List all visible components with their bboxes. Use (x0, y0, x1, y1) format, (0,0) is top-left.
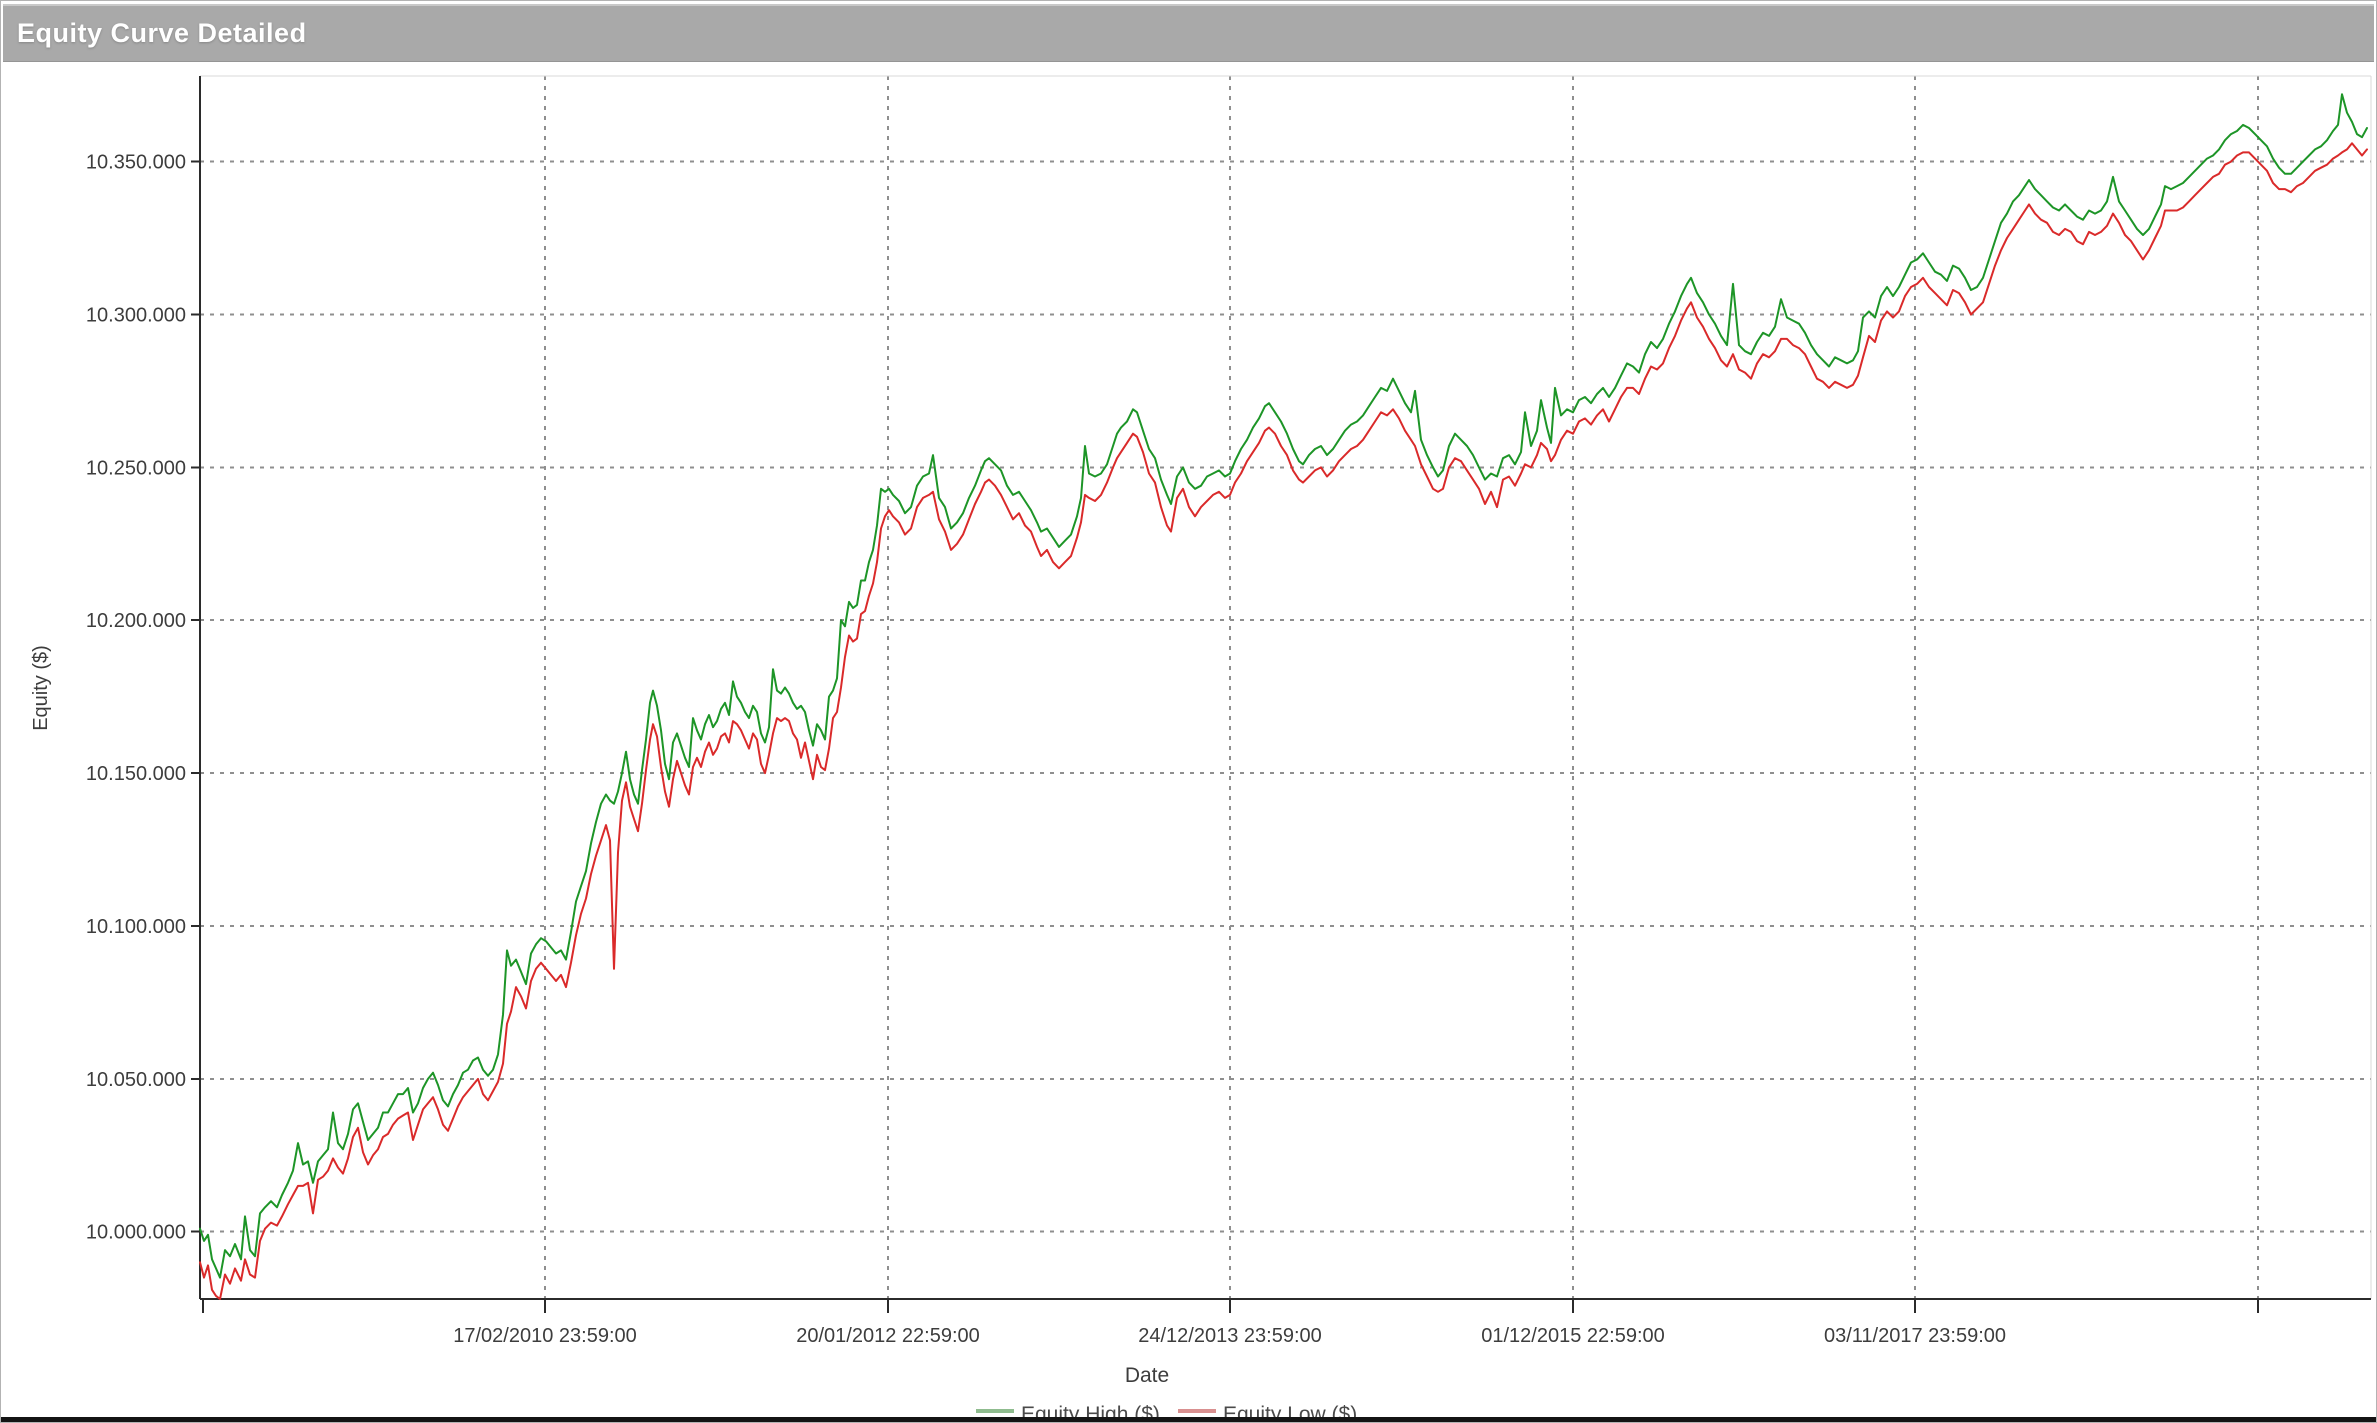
y-axis-tick-label: 10.050.000 (86, 1069, 186, 1091)
y-axis-tick-label: 10.100.000 (86, 916, 186, 938)
x-axis-tick-label: 17/02/2010 23:59:00 (453, 1325, 637, 1347)
y-axis-tick-label: 10.250.000 (86, 457, 186, 479)
y-axis-tick-label: 10.200.000 (86, 610, 186, 632)
plot-area (200, 76, 2371, 1299)
y-axis-tick-label: 10.000.000 (86, 1222, 186, 1244)
y-axis-tick-label: 10.150.000 (86, 763, 186, 785)
y-axis-tick-label: 10.350.000 (86, 152, 186, 174)
x-axis-tick-label: 24/12/2013 23:59:00 (1138, 1325, 1322, 1347)
series-line-high (199, 93, 2368, 1279)
x-axis-tick-label: 03/11/2017 23:59:00 (1824, 1325, 2006, 1347)
y-axis-tick-label: 10.300.000 (86, 304, 186, 326)
window-titlebar[interactable]: Equity Curve Detailed (3, 4, 2374, 62)
y-axis-title: Equity ($) (30, 645, 52, 731)
series-line-low (199, 142, 2368, 1300)
x-axis-title: Date (1125, 1364, 1169, 1387)
window-title: Equity Curve Detailed (17, 18, 307, 48)
x-axis-tick-label: 20/01/2012 22:59:00 (796, 1325, 980, 1347)
window-bottom-border (1, 1417, 2376, 1422)
x-axis-tick-label: 01/12/2015 22:59:00 (1481, 1325, 1665, 1347)
